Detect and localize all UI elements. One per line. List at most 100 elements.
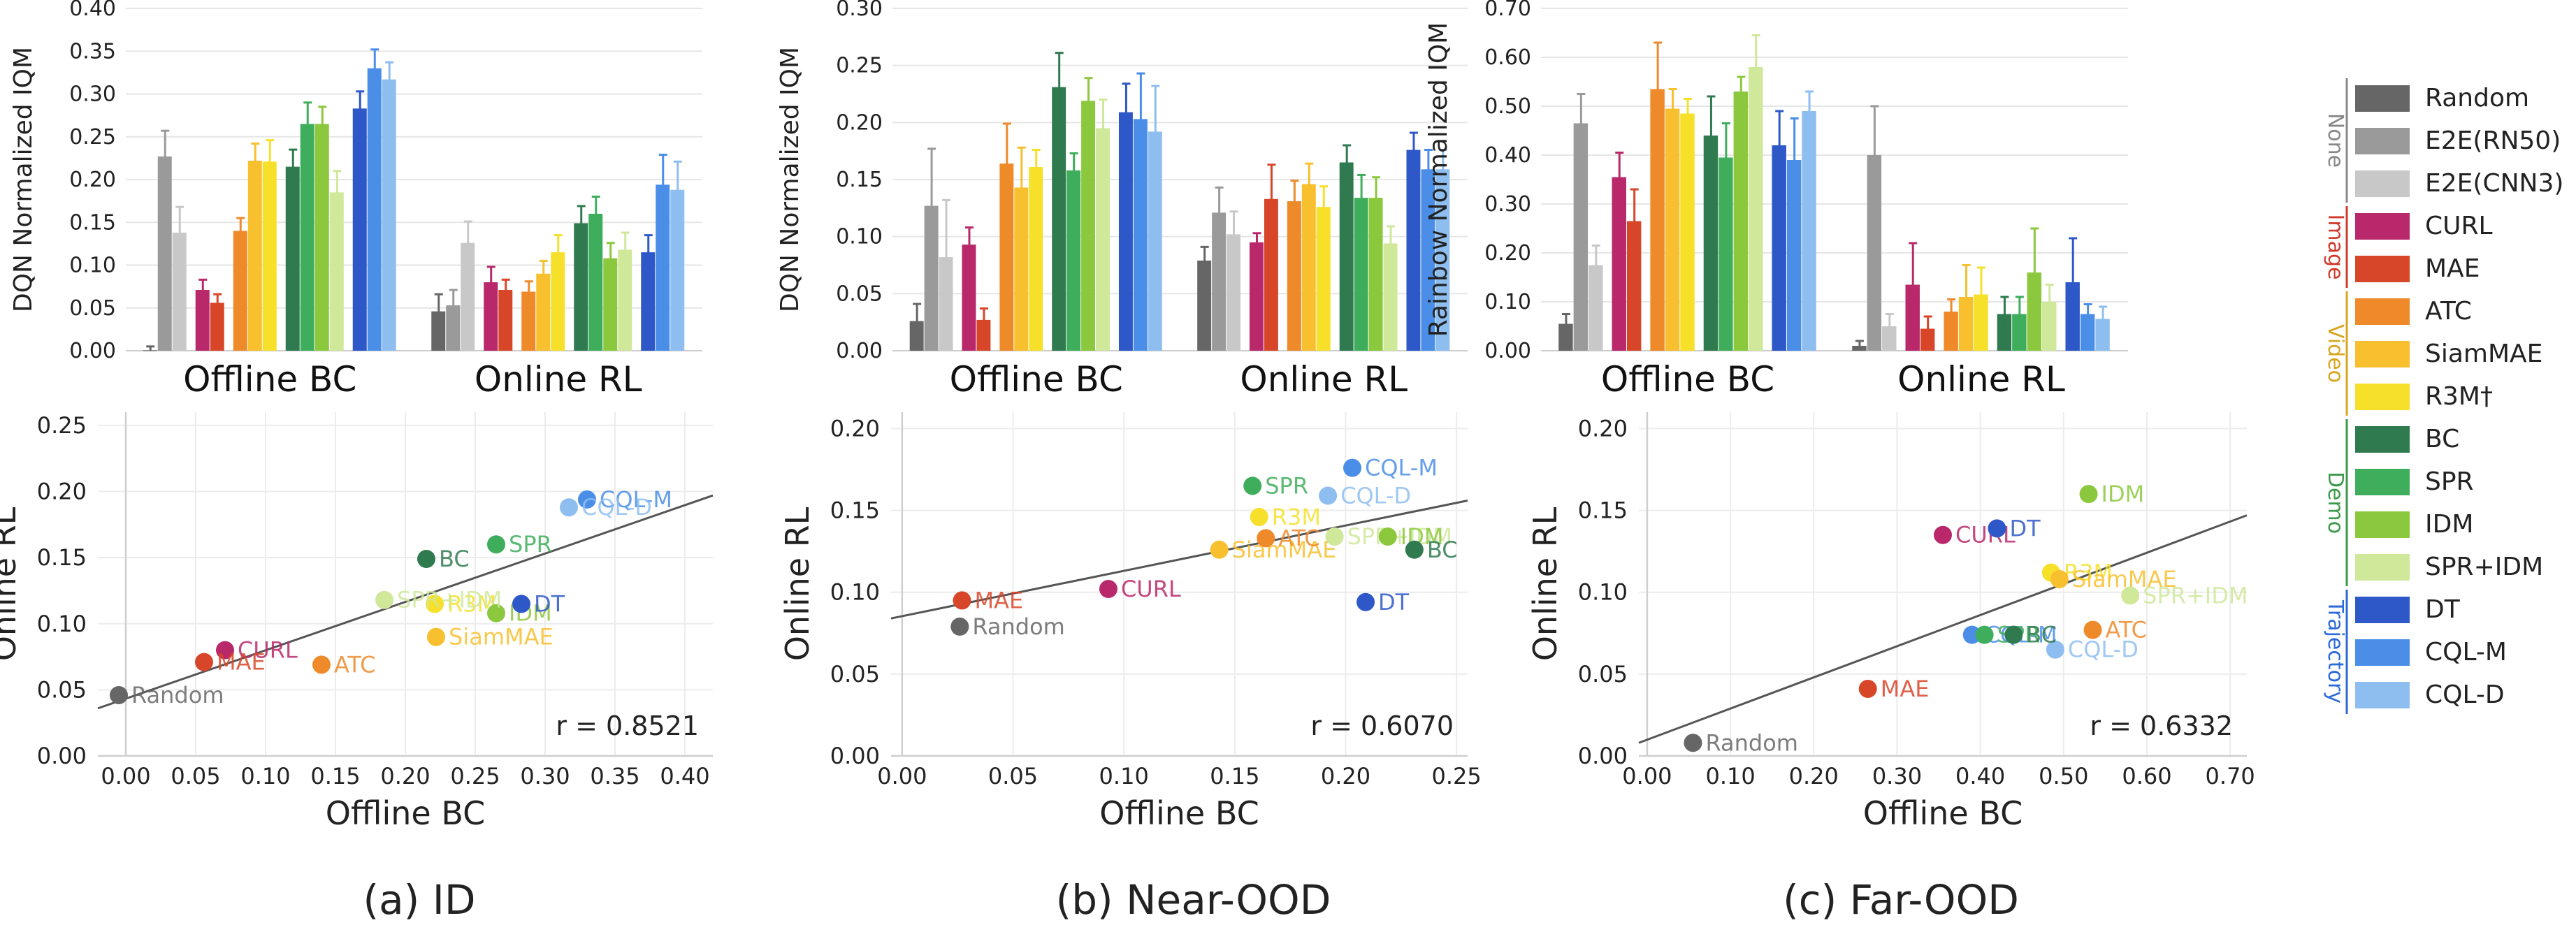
x-tick-label: 0.05 <box>988 763 1038 789</box>
y-tick-label: 0.10 <box>37 611 87 637</box>
point-cql-d <box>560 498 578 517</box>
point-cql-d <box>1319 486 1338 505</box>
x-tick-label: 0.15 <box>310 763 360 789</box>
y-tick-label: 0.00 <box>69 339 116 363</box>
y-tick-label: 0.10 <box>69 254 116 278</box>
bar-idm <box>603 258 618 351</box>
point-siammae <box>1210 540 1229 559</box>
point-random <box>950 617 969 636</box>
x-tick-label: 0.00 <box>101 763 150 789</box>
legend-swatch <box>2355 384 2410 410</box>
bar-curl <box>1250 242 1264 351</box>
point-label: CURL <box>1955 522 2016 548</box>
legend-label: E2E(CNN3) <box>2425 169 2563 198</box>
bar-cql-m <box>1133 119 1148 351</box>
bar-atc <box>999 163 1014 351</box>
point-label: SPR+IDM <box>2143 582 2248 609</box>
category-label: Online RL <box>1897 359 2065 400</box>
bar-cql-m <box>367 68 382 351</box>
bar-cql-m <box>1786 160 1802 351</box>
bar-bc <box>1703 136 1718 351</box>
y-tick-label: 0.35 <box>69 39 116 64</box>
point-label: SiamMAE <box>449 624 553 650</box>
point-spr <box>1975 625 1994 644</box>
y-tick-label: 0.00 <box>1578 743 1628 769</box>
point-atc <box>312 655 331 674</box>
point-label: DT <box>2009 515 2041 541</box>
bar-siammae <box>1301 184 1316 351</box>
bar-spr-idm <box>1749 67 1763 351</box>
point-idm <box>1378 527 1397 546</box>
point-curl <box>1099 580 1117 599</box>
x-tick-label: 0.00 <box>877 763 927 789</box>
bar-cql-d <box>670 189 685 351</box>
point-atc <box>2083 620 2102 639</box>
bar-spr-idm <box>1383 243 1398 351</box>
bar-chart-2: 0.00 0.05 0.10 0.15 0.20 0.25 0.30 DQN Normaliz… <box>776 0 1468 400</box>
point-label: CQL-D <box>581 494 652 520</box>
bar-r3m- <box>551 252 565 351</box>
y-tick-label: 0.05 <box>69 296 116 321</box>
legend-label: ATC <box>2425 297 2472 326</box>
point-r3m <box>1250 507 1268 526</box>
category-label: Offline BC <box>950 359 1123 400</box>
point-label: MAE <box>217 649 266 676</box>
bar-cql-d <box>382 79 396 351</box>
bar-siammae <box>1665 108 1680 351</box>
bar-spr <box>2012 314 2027 351</box>
x-tick-label: 0.50 <box>2039 763 2088 789</box>
point-label: Random <box>131 682 224 708</box>
y-axis-label: Online RL <box>1526 507 1564 661</box>
point-spr <box>487 535 505 554</box>
bar-bc <box>1339 162 1354 351</box>
legend-swatch <box>2355 597 2410 623</box>
bar-curl <box>962 245 976 351</box>
point-label: SiamMAE <box>1232 537 1337 563</box>
panel-caption: (b) Near-OOD <box>1056 876 1331 922</box>
bar-cql-m <box>1421 169 1435 351</box>
correlation-annotation: r = 0.6070 <box>1310 711 1454 741</box>
legend-group-label: Trajectory <box>2323 599 2347 704</box>
legend-group-label: Image <box>2323 214 2347 280</box>
scatter-chart-2: 0.00 0.05 0.10 0.15 0.20 0.25 0.00 0.05 0.10 0.15… <box>779 412 1482 924</box>
bar-e2e-rn50- <box>1573 123 1589 351</box>
point-label: ATC <box>2106 617 2147 643</box>
category-label: Online RL <box>475 359 642 400</box>
bar-idm <box>1733 92 1749 351</box>
y-tick-label: 0.25 <box>69 125 116 150</box>
bar-cql-d <box>2095 319 2110 351</box>
bar-e2e-cnn3- <box>1589 265 1603 351</box>
x-tick-label: 0.70 <box>2206 763 2255 789</box>
y-tick-label: 0.60 <box>1484 45 1531 70</box>
bar-cql-m <box>2080 314 2095 351</box>
legend-swatch <box>2355 341 2410 367</box>
point-label: BC <box>439 546 470 572</box>
point-siammae <box>427 627 445 646</box>
legend-label: MAE <box>2425 254 2480 283</box>
x-tick-label: 0.20 <box>1321 763 1370 789</box>
scatter-chart-1: 0.00 0.05 0.10 0.15 0.20 0.25 0.30 0.35 0.40 0.00… <box>0 412 714 924</box>
y-tick-label: 0.20 <box>1484 241 1531 265</box>
bar-spr-idm <box>618 249 632 351</box>
y-tick-label: 0.15 <box>37 544 87 571</box>
point-spr-idm <box>375 590 393 609</box>
legend-group-label: Video <box>2323 324 2347 383</box>
y-tick-label: 0.40 <box>69 0 116 21</box>
legend-label: SiamMAE <box>2425 340 2542 368</box>
point-cql-m <box>1343 458 1361 477</box>
x-tick-label: 0.30 <box>520 763 570 789</box>
point-mae <box>953 591 971 610</box>
y-tick-label: 0.30 <box>836 0 883 21</box>
point-curl <box>216 641 234 660</box>
point-label: CQL-M <box>600 486 672 513</box>
bar-bc <box>574 223 588 351</box>
bar-cql-d <box>1802 111 1816 351</box>
y-tick-label: 0.25 <box>37 412 87 439</box>
point-label: ATC <box>1278 525 1319 551</box>
x-tick-label: 0.15 <box>1210 763 1259 789</box>
point-idm <box>2079 485 2098 504</box>
y-tick-label: 0.40 <box>1484 143 1531 168</box>
bar-r3m- <box>262 161 277 351</box>
